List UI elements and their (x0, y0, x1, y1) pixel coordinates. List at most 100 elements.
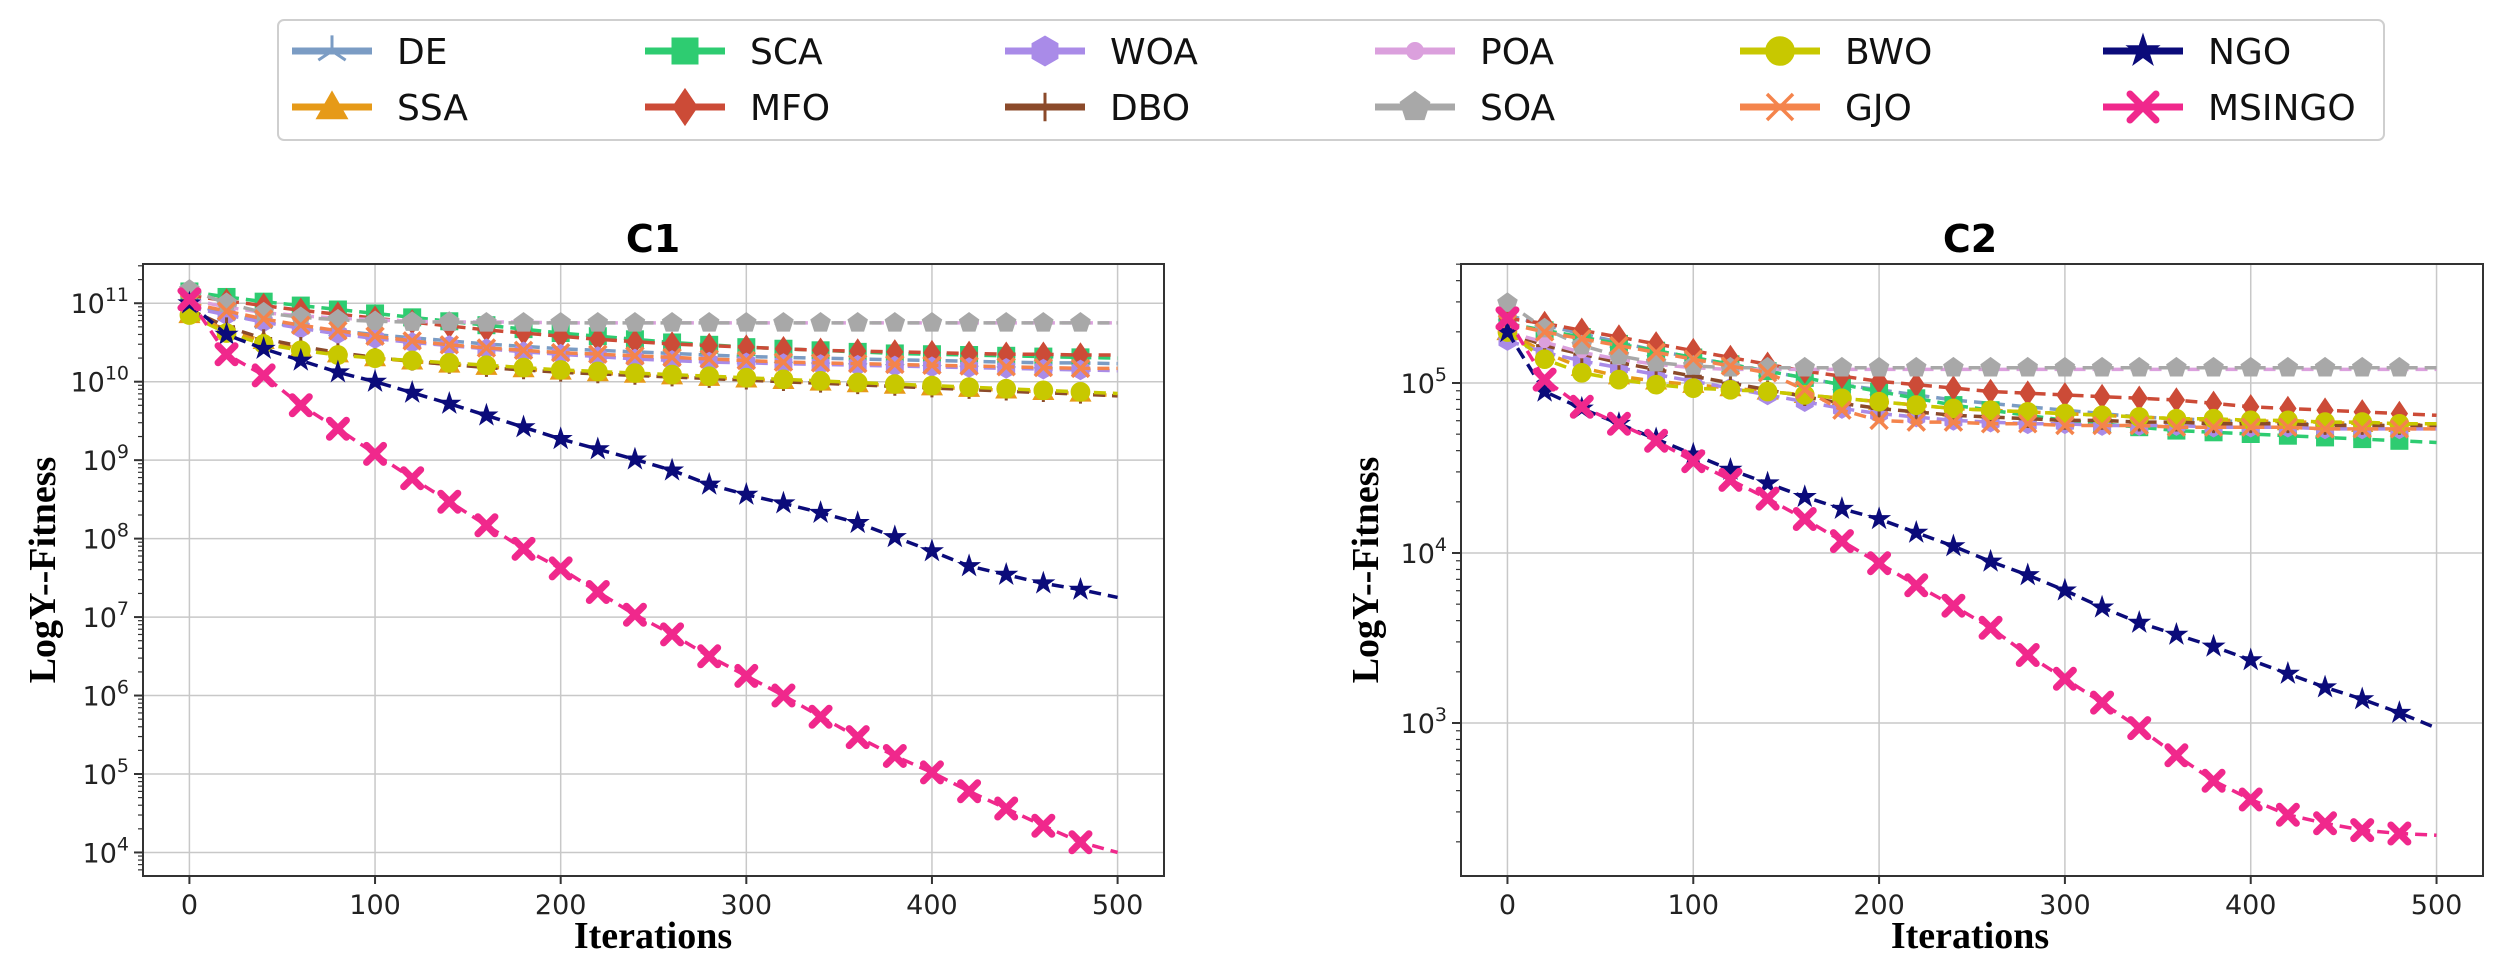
data-point (1571, 362, 1592, 383)
y-tick-label: 106 (83, 677, 129, 713)
data-point (2277, 356, 2299, 377)
data-point (1832, 400, 1852, 420)
data-point (882, 743, 907, 768)
data-point (476, 338, 497, 358)
data-point (958, 312, 980, 332)
legend-item-woa: WOA (1005, 32, 1198, 73)
x-tick-label: 300 (721, 890, 773, 921)
x-tick-label: 300 (2039, 890, 2091, 921)
legend-label: DE (397, 32, 447, 73)
y-tick-label: 108 (83, 520, 129, 556)
data-point (1795, 380, 1815, 400)
data-point (288, 347, 313, 371)
legend-marker (317, 35, 347, 62)
series-line-mfo (189, 293, 1118, 357)
legend-item-gjo: GJO (1740, 88, 1912, 129)
data-point (810, 353, 831, 373)
data-point (810, 312, 831, 332)
data-point (1832, 388, 1852, 409)
data-point (959, 377, 979, 398)
data-point (2201, 633, 2226, 657)
data-point (2315, 412, 2335, 432)
data-point (885, 354, 905, 375)
data-point (736, 367, 757, 388)
data-point (1718, 457, 1743, 480)
data-point (734, 663, 759, 688)
legend-item-dbo: DBO (1005, 88, 1190, 129)
data-point (1683, 349, 1704, 369)
data-point (2090, 690, 2115, 715)
chart-c1: C1 Iterations LogY--Fitness 0 100 200 300 40… (22, 217, 1165, 957)
legend-label: SCA (750, 32, 823, 73)
data-point (2015, 562, 2040, 586)
data-point (1829, 529, 1854, 554)
data-point (884, 312, 906, 332)
data-point (1031, 570, 1056, 594)
legend: DE SSA SCA MFO WOA DBO POA SOA BWO GJO NGO MSINGO (277, 19, 2385, 141)
legend-label: BWO (1845, 32, 1932, 73)
data-point (439, 335, 460, 355)
data-point (1609, 369, 1629, 390)
data-point (291, 315, 311, 335)
data-point (439, 311, 460, 331)
x-axis-title: Iterations (574, 915, 732, 957)
data-point (1757, 381, 1778, 402)
data-point (513, 312, 534, 332)
data-point (214, 342, 239, 367)
data-point (922, 375, 942, 396)
data-point (1681, 449, 1706, 474)
data-point (1606, 411, 1631, 436)
data-point (1829, 496, 1854, 520)
data-point (773, 369, 794, 390)
data-point (622, 446, 647, 470)
data-point (550, 360, 571, 380)
y-tick-exponent: 7 (117, 598, 129, 620)
data-point (1978, 548, 2003, 572)
data-point (699, 349, 719, 369)
data-point (1534, 322, 1555, 342)
legend-marker (1399, 90, 1431, 121)
data-point (1868, 356, 1890, 377)
series-line-ssa (1506, 330, 2437, 428)
data-point (845, 510, 870, 534)
data-point (2130, 385, 2148, 412)
data-point (2127, 610, 2152, 633)
data-point (996, 378, 1017, 399)
data-point (2313, 811, 2338, 836)
series-ngo (177, 290, 1118, 600)
data-point (847, 312, 868, 332)
legend-item-sca: SCA (645, 32, 823, 73)
data-point (365, 348, 385, 369)
series-line-ngo (188, 301, 1118, 600)
data-point (363, 369, 388, 392)
legend-item-ngo: NGO (2103, 32, 2291, 73)
legend-marker (672, 87, 698, 127)
data-point (1869, 410, 1889, 431)
data-point (2350, 686, 2375, 710)
data-point (2018, 414, 2038, 434)
data-point (919, 538, 944, 562)
series-gjo (1497, 313, 2437, 439)
data-point (660, 622, 685, 647)
data-point (476, 312, 497, 332)
series-line-dbo (1506, 330, 2437, 428)
data-point (2092, 405, 2112, 426)
legend-marker (2126, 90, 2160, 124)
data-point (2052, 577, 2077, 601)
data-point (474, 513, 499, 538)
y-tick-exponent: 8 (117, 520, 129, 542)
data-point (1720, 379, 1741, 400)
data-point (437, 489, 462, 514)
data-point (2091, 356, 2113, 377)
data-point (1720, 356, 1741, 376)
data-point (2387, 821, 2412, 846)
data-point (2275, 661, 2300, 684)
series-soa (1497, 292, 2437, 377)
data-point (2240, 417, 2261, 437)
data-point (845, 725, 870, 750)
data-point (2201, 768, 2226, 793)
data-point (1757, 356, 1778, 377)
data-point (1943, 398, 1964, 419)
legend-item-poa: POA (1375, 32, 1554, 73)
y-tick-label: 1011 (70, 284, 129, 320)
